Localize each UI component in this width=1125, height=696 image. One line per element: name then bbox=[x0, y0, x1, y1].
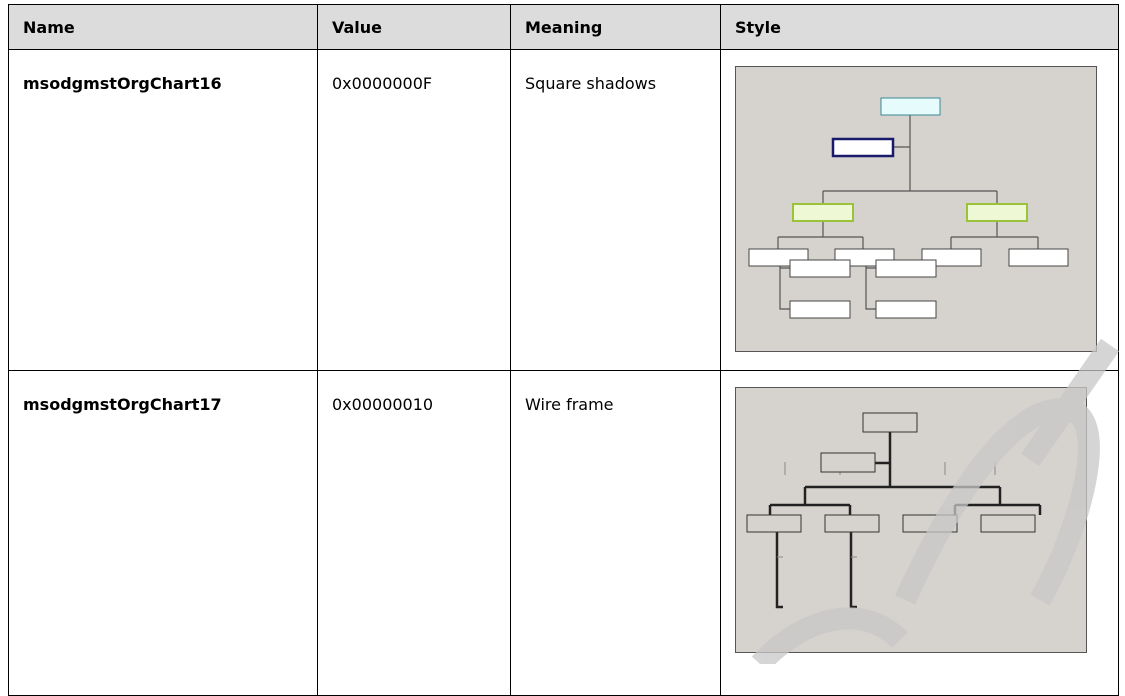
value-cell: 0x0000000F bbox=[317, 49, 511, 371]
header-cell: Name bbox=[8, 4, 318, 50]
org-chart-preview bbox=[735, 387, 1087, 653]
value-cell: 0x00000010 bbox=[317, 370, 511, 696]
table-row: msodgmstOrgChart17 0x00000010 Wire frame bbox=[8, 370, 1119, 696]
meaning-cell: Square shadows bbox=[510, 49, 721, 371]
style-cell bbox=[720, 370, 1119, 696]
name-cell: msodgmstOrgChart16 bbox=[8, 49, 318, 371]
table-row: msodgmstOrgChart16 0x0000000F Square sha… bbox=[8, 49, 1119, 371]
header-cell: Style bbox=[720, 4, 1119, 50]
style-table: Name Value Meaning Style msodgmstOrgChar… bbox=[8, 4, 1119, 696]
style-cell bbox=[720, 49, 1119, 371]
header-cell: Meaning bbox=[510, 4, 721, 50]
org-chart-preview bbox=[735, 66, 1097, 352]
header-cell: Value bbox=[317, 4, 511, 50]
name-cell: msodgmstOrgChart17 bbox=[8, 370, 318, 696]
meaning-cell: Wire frame bbox=[510, 370, 721, 696]
page: {"table":{"header":["Name","Value","Mean… bbox=[8, 4, 1120, 696]
header-row: Name Value Meaning Style bbox=[8, 4, 1119, 50]
